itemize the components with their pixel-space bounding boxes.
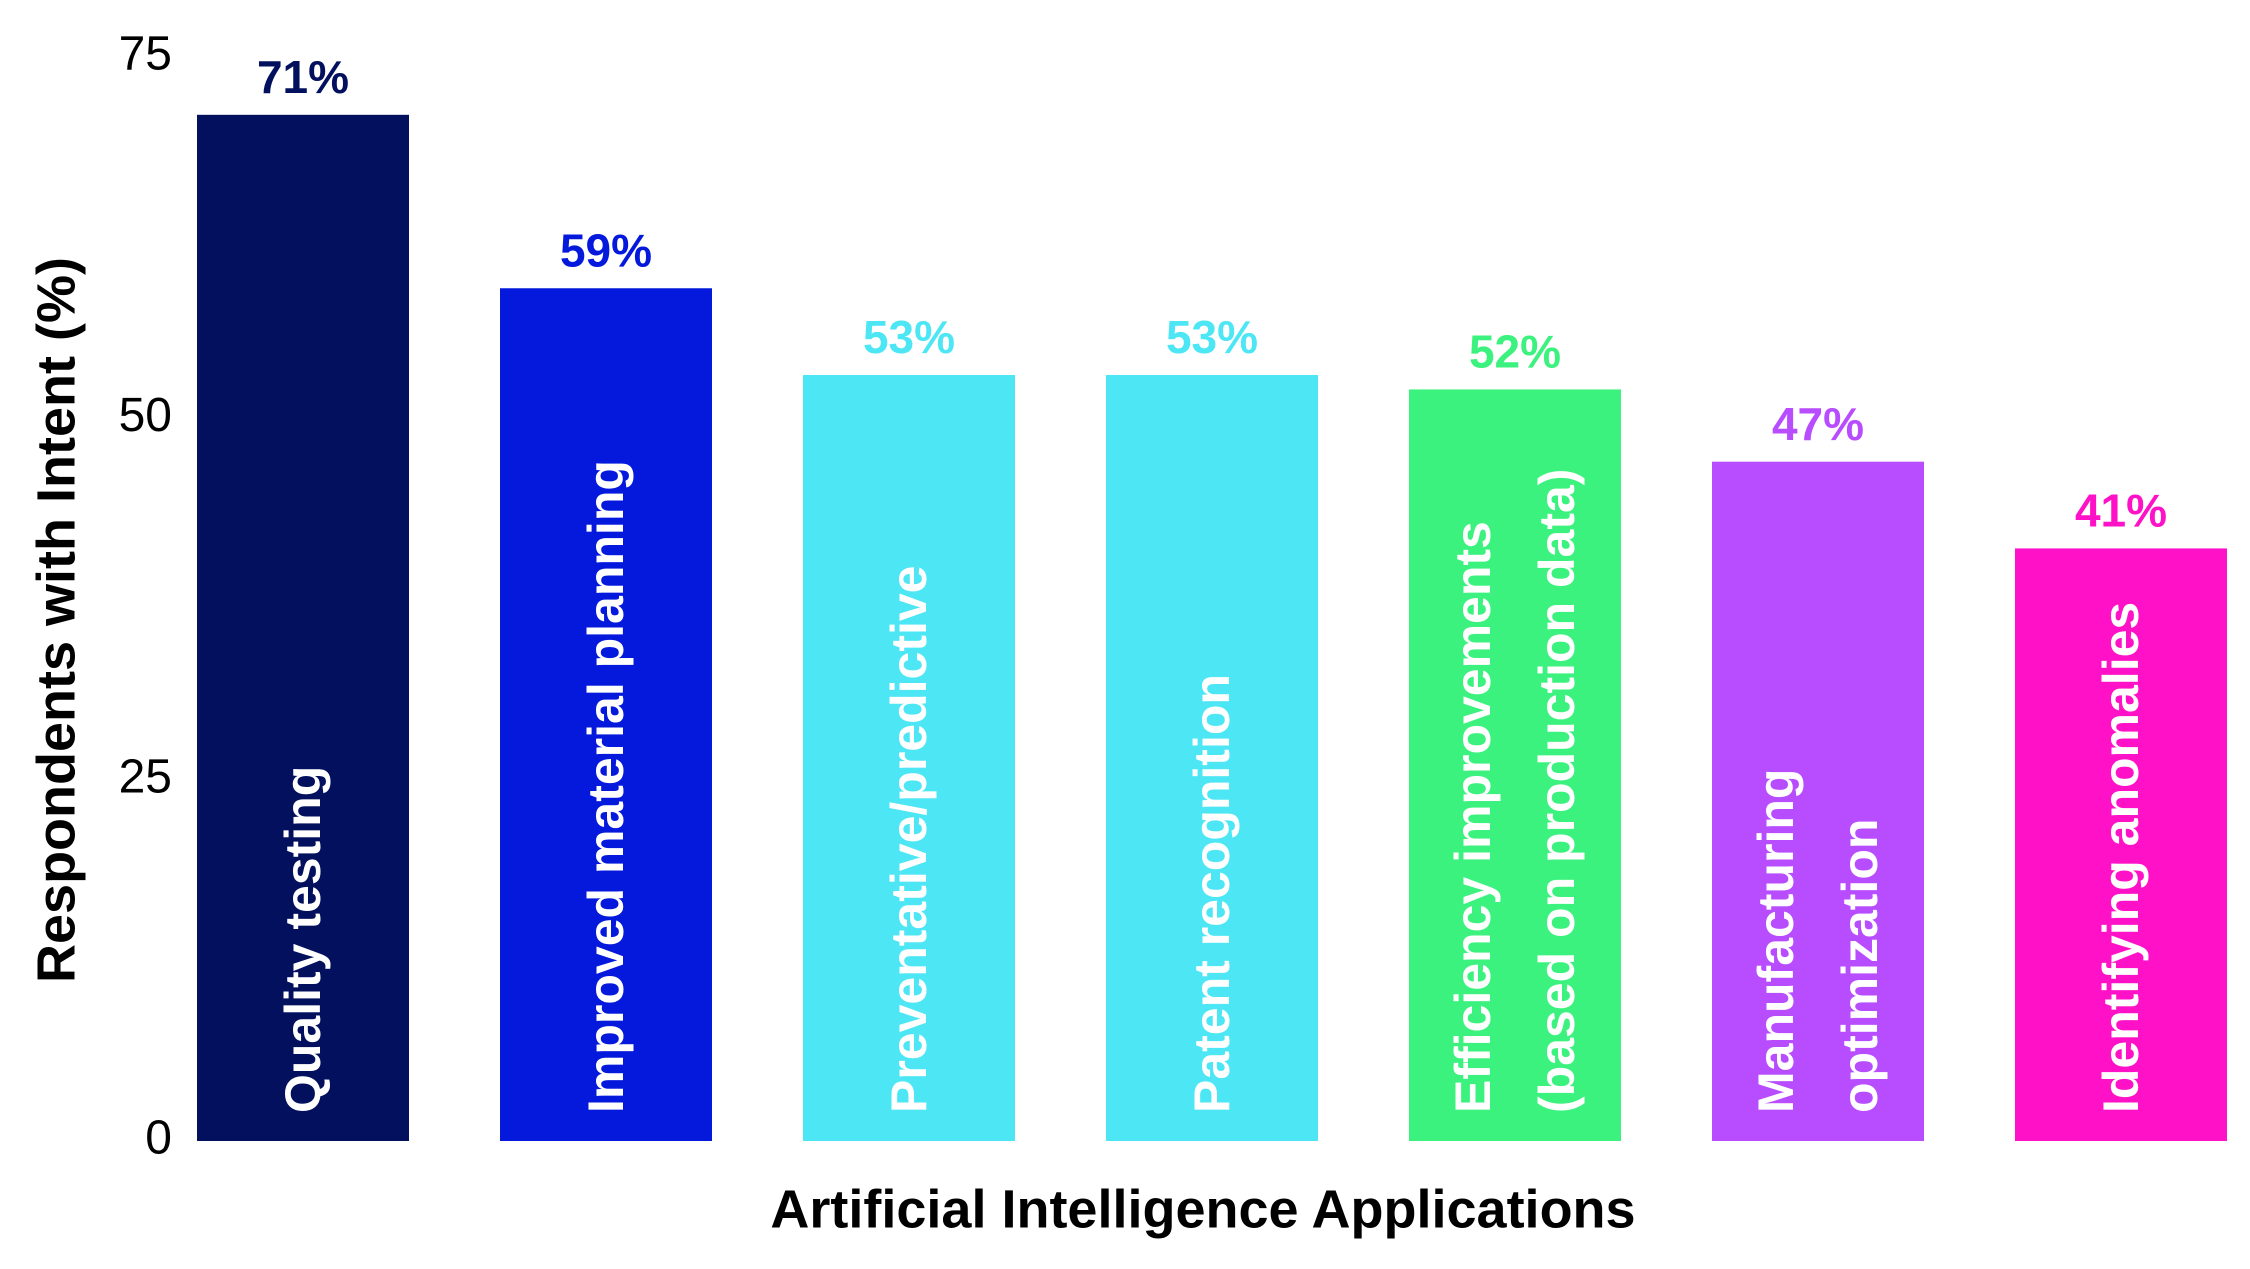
value-label: 59%: [560, 224, 652, 276]
category-label: Manufacturing optimization: [1748, 768, 1888, 1113]
bar: [1409, 389, 1621, 1142]
y-tick-label: 25: [119, 750, 172, 803]
value-label: 71%: [257, 51, 349, 103]
bar: [2015, 548, 2227, 1141]
value-label: 53%: [863, 311, 955, 363]
x-axis-title: Artificial Intelligence Applications: [770, 1179, 1635, 1239]
bar: [803, 374, 1015, 1141]
value-label: 41%: [2075, 485, 2167, 537]
category-label: Efficiency improvements (based on produc…: [1445, 468, 1585, 1113]
category-label: Patent recognition: [1184, 674, 1240, 1113]
bar: [197, 114, 409, 1141]
value-label: 47%: [1772, 398, 1864, 450]
y-tick-label: 75: [119, 28, 172, 81]
category-label: Identifying anomalies: [2093, 601, 2149, 1113]
y-tick-label: 50: [119, 389, 172, 442]
value-label: 52%: [1469, 326, 1561, 378]
bar: [1106, 374, 1318, 1141]
y-tick-label: 0: [145, 1112, 172, 1165]
category-label: Improved material planning: [578, 460, 634, 1113]
bar: [1712, 461, 1924, 1141]
category-label: Quality testing: [275, 765, 331, 1113]
value-label: 53%: [1166, 311, 1258, 363]
y-axis-title: Respondents with Intent (%): [26, 257, 86, 983]
bar: [500, 288, 712, 1142]
category-label: Preventative/predictive: [881, 565, 937, 1114]
